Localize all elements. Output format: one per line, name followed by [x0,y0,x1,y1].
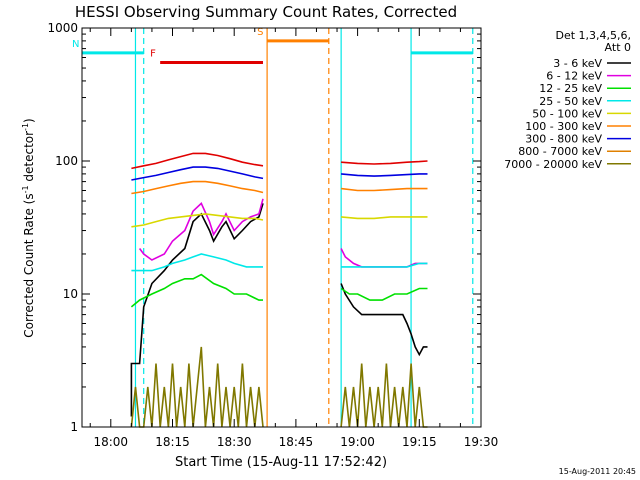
y-axis-label: Corrected Count Rate (s-1 detector-1) [21,118,36,337]
x-tick-label: 19:15 [402,435,437,449]
legend-label: 25 - 50 keV [539,95,602,108]
x-tick-label: 18:00 [93,435,128,449]
x-tick-label: 18:45 [279,435,314,449]
series-line [130,273,263,308]
series-layer [130,152,428,428]
legend-label: 7000 - 20000 keV [504,158,602,171]
vertical-lines-layer [134,28,474,427]
x-tick-label: 18:15 [155,435,190,449]
flag-marker-label: S [257,27,263,38]
y-axis: 1 10 100 1000 [47,21,481,434]
x-axis: 18:00 18:15 18:30 18:45 19:00 19:15 19:30 [89,28,499,449]
series-line [130,346,264,428]
flag-marker-label: F [150,49,156,60]
y-tick-label: 1000 [47,21,78,35]
series-line [341,173,428,177]
y-tick-label: 10 [63,287,78,301]
x-tick-label: 19:30 [464,435,499,449]
series-line [131,166,264,181]
y-tick-label: 1 [70,420,78,434]
y-axis-label-sup-2: -1 [21,123,30,131]
x-tick-label: 18:30 [217,435,252,449]
y-axis-label-mid: detector [22,131,36,186]
series-line [340,283,428,357]
flag-marker-label: N [72,39,79,50]
legend-label: 100 - 300 keV [525,120,602,133]
series-line [340,287,428,301]
legend-header-line-2: Att 0 [605,41,631,54]
legend-header-line-1: Det 1,3,4,5,6, [555,29,631,42]
legend-label: 300 - 800 keV [525,133,602,146]
y-axis-label-end: ) [22,118,36,123]
plot-frame [81,27,482,428]
y-axis-label-sup-1: -1 [21,185,30,193]
series-line [131,180,264,195]
x-axis-label: Start Time (15-Aug-11 17:52:42) [175,455,387,470]
series-line [341,160,428,165]
chart-title: HESSI Observing Summary Count Rates, Cor… [75,3,457,21]
timestamp: 15-Aug-2011 20:45 [559,467,636,476]
legend-label: 50 - 100 keV [532,107,602,120]
series-line [131,253,263,272]
series-line [341,187,428,192]
legend-label: 800 - 7000 keV [518,145,602,158]
series-line [341,262,428,268]
y-tick-label: 100 [55,154,78,168]
x-tick-label: 19:00 [340,435,375,449]
series-line [131,213,264,228]
series-line [138,198,264,261]
markers-layer: N F S [72,27,473,65]
legend-label: 12 - 25 keV [539,82,602,95]
series-line [340,363,428,428]
series-line [131,152,264,170]
legend-label: 6 - 12 keV [546,70,602,83]
y-axis-label-main: Corrected Count Rate (s [22,193,36,337]
legend-label: 3 - 6 keV [553,57,602,70]
series-line [341,216,428,220]
